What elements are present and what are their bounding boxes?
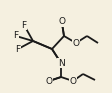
Text: F: F: [15, 44, 21, 53]
Text: O: O: [70, 77, 76, 85]
Text: F: F: [13, 32, 19, 40]
Text: O: O: [45, 77, 53, 85]
Text: O: O: [58, 17, 66, 27]
Text: F: F: [21, 20, 27, 29]
Text: O: O: [72, 39, 80, 48]
Text: N: N: [58, 58, 64, 68]
